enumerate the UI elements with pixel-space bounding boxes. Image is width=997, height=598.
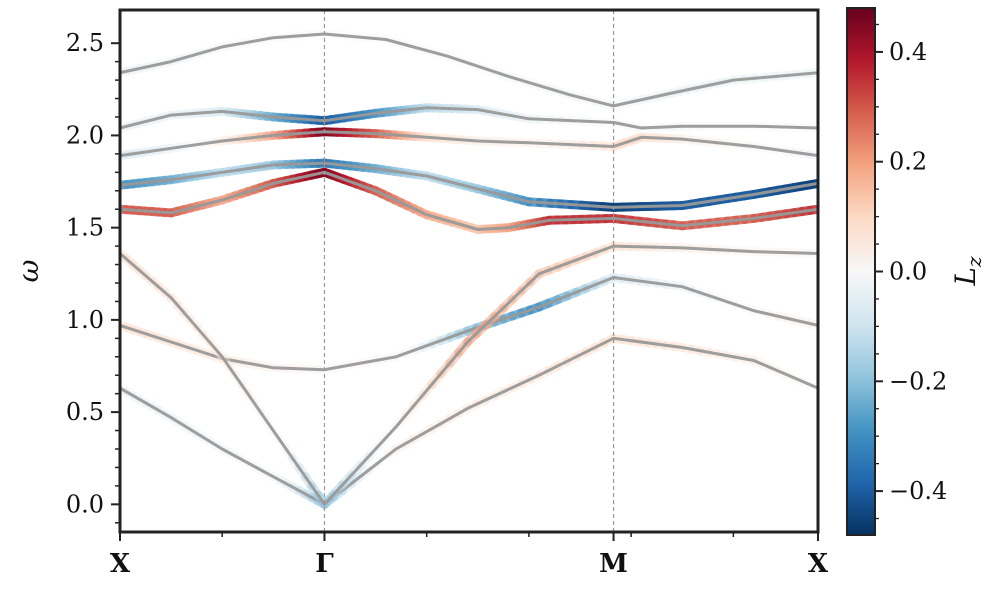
y-tick-label: 2.0 — [66, 121, 104, 149]
colorbar-ticks: 0.4 0.2 0.0 −0.2 −0.4 — [875, 23, 947, 520]
band-6 — [120, 127, 818, 161]
band-1 — [120, 333, 818, 509]
x-tick-label: X — [110, 549, 131, 579]
colorbar-tick-label: 0.0 — [889, 258, 927, 286]
colorbar — [846, 7, 876, 536]
y-tick-label: 2.5 — [66, 29, 104, 57]
colorbar-title: Lz — [949, 256, 986, 287]
band-8 — [120, 29, 818, 111]
high-symmetry-lines — [323, 10, 615, 532]
y-tick-label: 1.5 — [66, 214, 104, 242]
band-3 — [120, 241, 818, 509]
band-line — [120, 244, 818, 506]
y-tick-label: 1.0 — [66, 306, 104, 334]
x-tick-label: Γ — [315, 549, 334, 579]
y-axis: 0.0 0.5 1.0 1.5 2.0 2.5 — [66, 29, 120, 524]
x-tick-label: M — [599, 549, 628, 579]
colorbar-tick-label: 0.2 — [889, 148, 927, 176]
band-2 — [120, 272, 818, 375]
band-line — [120, 170, 818, 231]
band-line — [120, 336, 818, 506]
y-axis-title: ω — [12, 259, 45, 282]
y-tick-label: 0.0 — [66, 490, 104, 518]
band-line — [120, 32, 818, 108]
colorbar-tick-label: −0.4 — [889, 477, 947, 505]
band-7 — [120, 103, 818, 133]
band-line — [120, 106, 818, 130]
x-tick-label: X — [808, 549, 829, 579]
band-5 — [120, 158, 818, 212]
plot-frame — [118, 8, 820, 534]
band-line — [120, 276, 818, 372]
colorbar-tick-label: 0.4 — [889, 38, 927, 66]
band-line — [120, 130, 818, 158]
band-lines — [120, 29, 818, 509]
colorbar-tick-label: −0.2 — [889, 367, 947, 395]
band-line — [120, 161, 818, 209]
band-4 — [120, 167, 818, 234]
y-tick-label: 0.5 — [66, 398, 104, 426]
